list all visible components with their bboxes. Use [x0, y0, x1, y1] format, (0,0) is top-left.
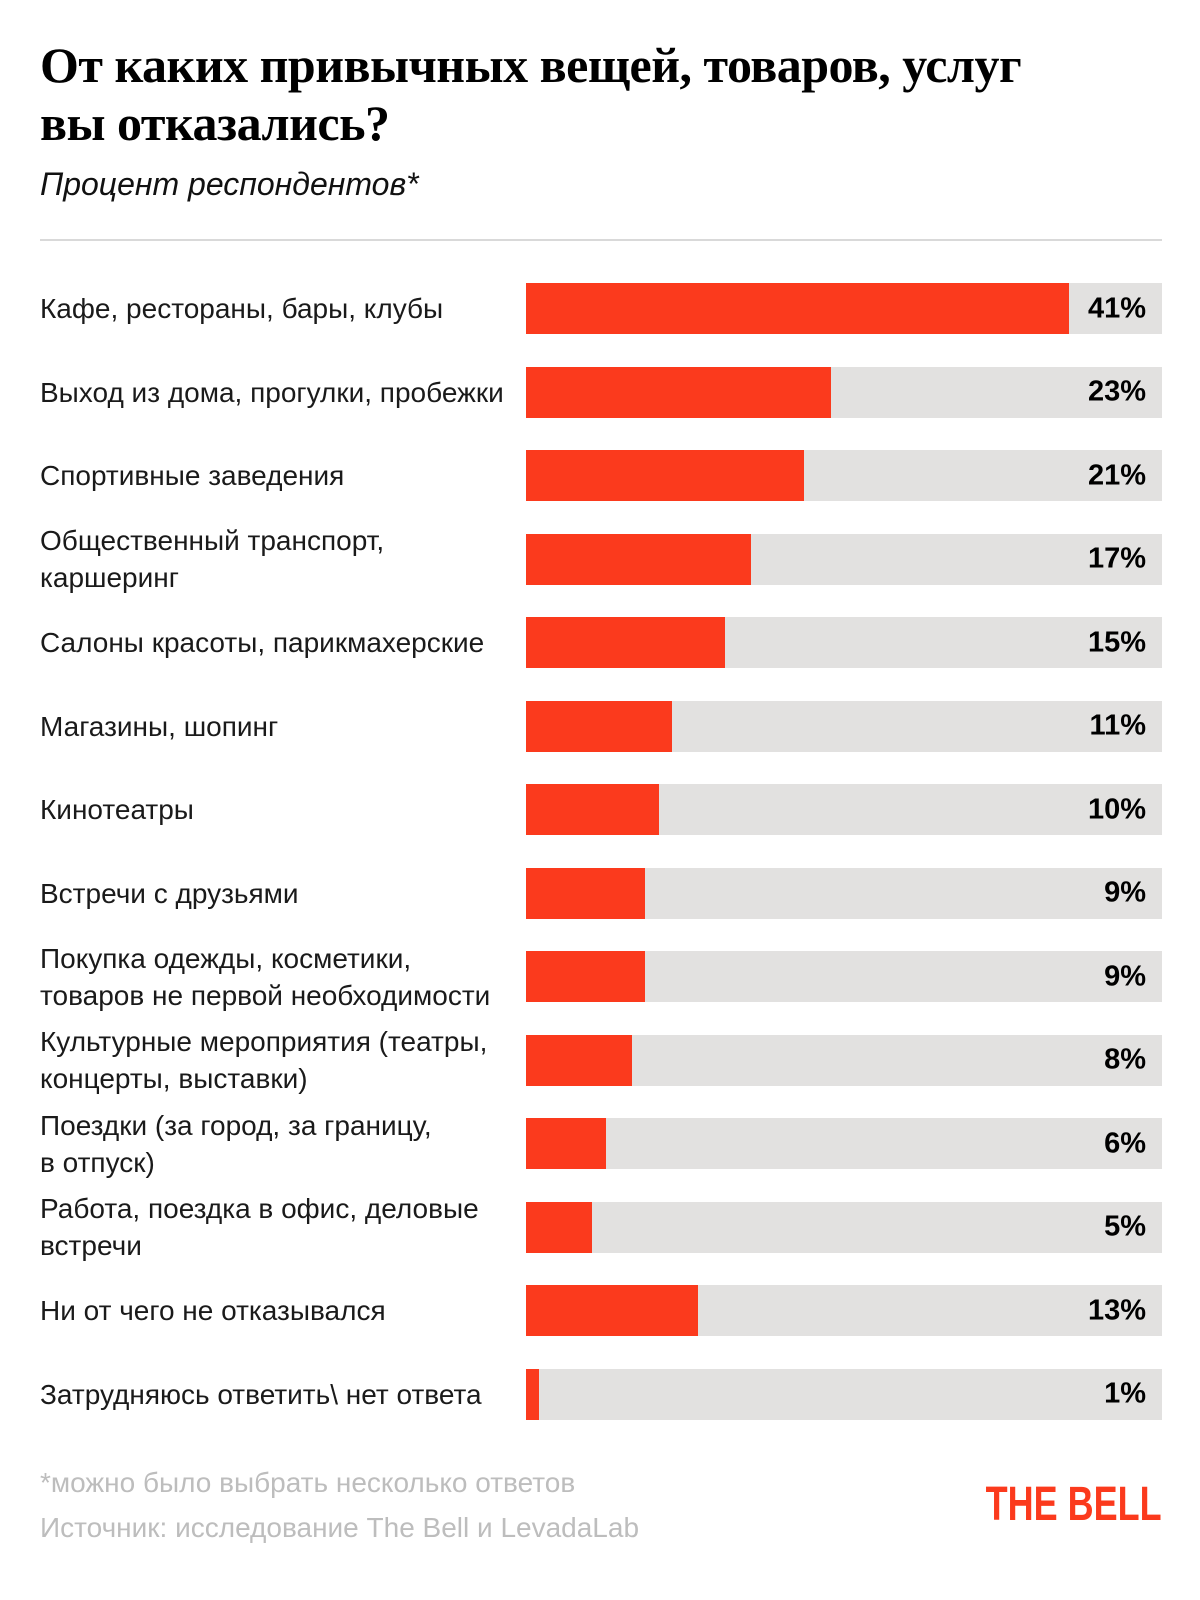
bar-track: 11%: [526, 700, 1162, 752]
category-label: Встречи с друзьями: [40, 877, 299, 909]
bar-track: 21%: [526, 450, 1162, 501]
bar-track: 41%: [526, 283, 1162, 334]
category-label: Салоны красоты, парикмахерские: [40, 627, 485, 658]
chart-title: От каких привычных вещей, товаров, услуг…: [40, 37, 1022, 151]
bar-track: 10%: [526, 784, 1162, 835]
chart-row: Покупка одежды, косметики, товаров не пе…: [40, 943, 1162, 1011]
footnote: *можно было выбрать несколько ответов: [40, 1466, 576, 1498]
footer-notes: *можно было выбрать несколько ответов Ис…: [40, 1460, 639, 1550]
bar-track: 6%: [526, 1118, 1162, 1169]
infographic-page: От каких привычных вещей, товаров, услуг…: [0, 36, 1200, 1600]
category-label: Работа, поездка в офис, деловые встречи: [40, 1193, 479, 1261]
bar-value: 8%: [1104, 1043, 1146, 1076]
bar-value: 1%: [1104, 1377, 1146, 1410]
bar-track: 15%: [526, 617, 1162, 668]
bar-track: 8%: [526, 1034, 1162, 1086]
chart-row: Магазины, шопинг 11%: [40, 700, 1162, 752]
bar-track: 23%: [526, 366, 1162, 418]
chart-row: Поездки (за город, за границу, в отпуск)…: [40, 1110, 1162, 1178]
bar-value: 15%: [1087, 626, 1146, 658]
bar-track: 1%: [526, 1368, 1162, 1420]
bar-chart: Кафе, рестораны, бары, клубы 41% Выход и…: [40, 283, 1162, 1420]
bar-fill: [526, 450, 805, 501]
chart-row: Спортивные заведения 21%: [40, 450, 1162, 501]
chart-row: Культурные мероприятия (театры, концерты…: [40, 1026, 1162, 1094]
divider: [40, 239, 1162, 241]
bar-value: 6%: [1104, 1127, 1146, 1159]
bar-value: 11%: [1089, 709, 1146, 742]
category-label: Затрудняюсь ответить\ нет ответа: [40, 1378, 482, 1410]
bar-track: 5%: [526, 1201, 1162, 1253]
bar-value: 13%: [1087, 1294, 1146, 1326]
bar-value: 5%: [1104, 1210, 1146, 1243]
category-label: Культурные мероприятия (театры, концерты…: [40, 1026, 488, 1094]
bar-track: 13%: [526, 1285, 1162, 1336]
bar-track: 9%: [526, 951, 1162, 1002]
bar-fill: [526, 617, 725, 668]
bar-fill: [526, 784, 659, 835]
bar-fill: [526, 1201, 593, 1253]
chart-row: Затрудняюсь ответить\ нет ответа 1%: [40, 1368, 1162, 1420]
bar-fill: [526, 867, 646, 919]
bar-fill: [526, 700, 672, 752]
chart-row: Кафе, рестораны, бары, клубы 41%: [40, 283, 1162, 334]
bar-fill: [526, 1034, 632, 1086]
chart-subtitle: Процент респондентов*: [40, 166, 419, 202]
category-label: Выход из дома, прогулки, пробежки: [40, 376, 504, 408]
the-bell-logo: THE BELL: [986, 1478, 1162, 1531]
category-label: Магазины, шопинг: [40, 710, 279, 742]
category-label: Ни от чего не отказывался: [40, 1295, 386, 1326]
footer: *можно было выбрать несколько ответов Ис…: [40, 1460, 1162, 1550]
bar-value: 41%: [1087, 292, 1146, 324]
bar-fill: [526, 1118, 606, 1169]
bar-value: 23%: [1087, 375, 1146, 408]
chart-row: Ни от чего не отказывался 13%: [40, 1285, 1162, 1336]
bar-value: 9%: [1104, 876, 1146, 909]
chart-row: Общественный транспорт, каршеринг 17%: [40, 525, 1162, 593]
bar-value: 10%: [1087, 793, 1146, 825]
bar-value: 21%: [1087, 459, 1146, 491]
bar-fill: [526, 951, 646, 1002]
bar-fill: [526, 1285, 699, 1336]
bar-track: 17%: [526, 533, 1162, 585]
chart-row: Кинотеатры 10%: [40, 784, 1162, 835]
chart-row: Салоны красоты, парикмахерские 15%: [40, 617, 1162, 668]
bar-fill: [526, 1368, 540, 1420]
bar-value: 17%: [1087, 542, 1146, 575]
category-label: Кафе, рестораны, бары, клубы: [40, 293, 444, 324]
chart-row: Встречи с друзьями 9%: [40, 867, 1162, 919]
bar-fill: [526, 533, 752, 585]
bar-fill: [526, 366, 831, 418]
bar-value: 9%: [1104, 960, 1146, 992]
category-label: Поездки (за город, за границу, в отпуск): [40, 1109, 432, 1178]
chart-row: Работа, поездка в офис, деловые встречи …: [40, 1193, 1162, 1261]
source-line: Источник: исследование The Bell и Levada…: [40, 1511, 640, 1543]
category-label: Общественный транспорт, каршеринг: [40, 525, 385, 593]
category-label: Спортивные заведения: [40, 460, 345, 491]
category-label: Покупка одежды, косметики, товаров не пе…: [40, 942, 491, 1011]
chart-row: Выход из дома, прогулки, пробежки 23%: [40, 366, 1162, 418]
category-label: Кинотеатры: [40, 794, 194, 825]
bar-fill: [526, 283, 1070, 334]
bar-track: 9%: [526, 867, 1162, 919]
